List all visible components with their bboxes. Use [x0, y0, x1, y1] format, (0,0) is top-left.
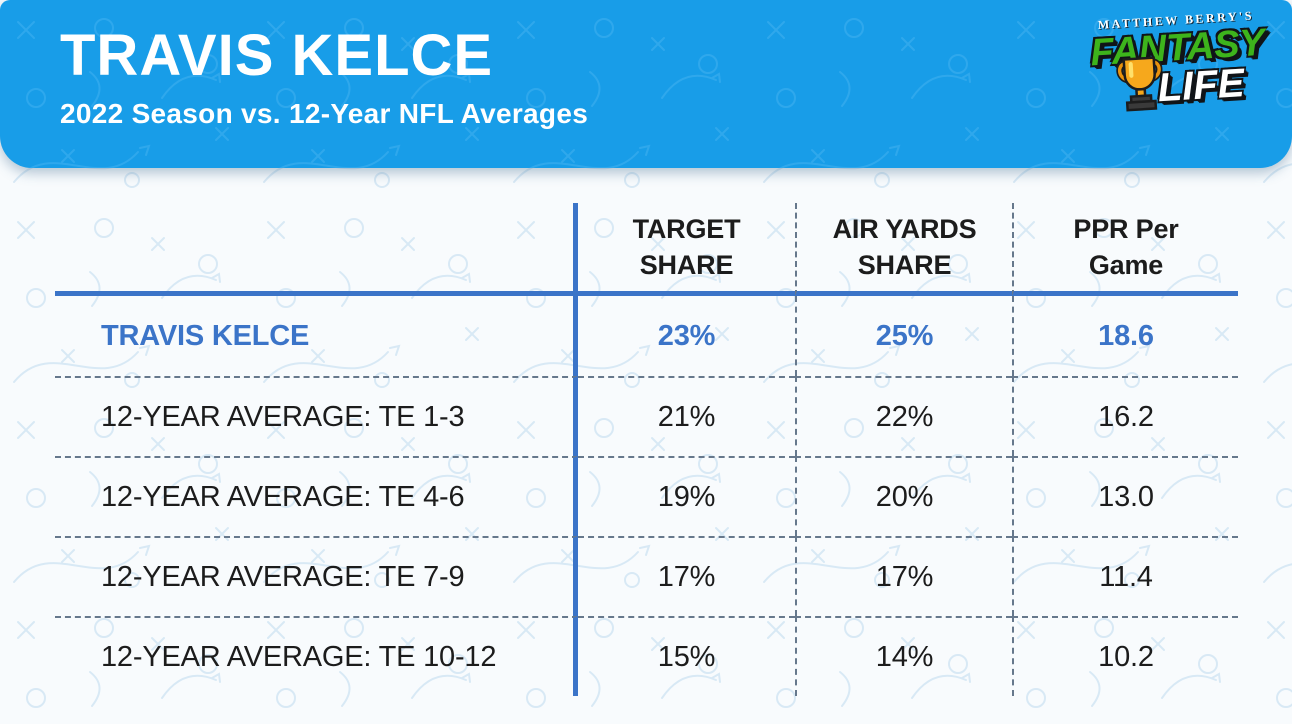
table-row-label: 12-YEAR AVERAGE: TE 7-9 [55, 536, 578, 616]
stats-table: TARGET SHARE AIR YARDS SHARE PPR Per Gam… [55, 203, 1238, 696]
header-banner: TRAVIS KELCE 2022 Season vs. 12-Year NFL… [0, 0, 1292, 168]
logo-life-text: LIFE [1156, 61, 1246, 111]
table-cell-ppr-per-game: 13.0 [1012, 456, 1238, 536]
table-cell-target-share: 23% [657, 319, 716, 352]
page-title: TRAVIS KELCE [60, 23, 494, 88]
header-line: SHARE [639, 250, 734, 280]
header-line: Game [1088, 250, 1164, 280]
playbook-pattern-banner [0, 0, 1292, 168]
table-row-label: 12-YEAR AVERAGE: TE 10-12 [55, 616, 578, 696]
table-cell-target-share: 19% [578, 456, 795, 536]
table-cell-ppr-per-game: 11.4 [1012, 536, 1238, 616]
trophy-icon [1116, 56, 1163, 112]
table-cell-ppr-per-game: 18.6 [1012, 296, 1238, 376]
col-header-ppr-per-game: PPR Per Game [1012, 203, 1238, 296]
col-header-target-share: TARGET SHARE [578, 203, 795, 296]
header-line: PPR Per [1073, 213, 1179, 244]
table-cell-target-share: 15% [578, 616, 795, 696]
table-row-label: TRAVIS KELCE [55, 296, 578, 376]
header-line: TARGET [632, 213, 741, 244]
table-cell-target-share: 21% [578, 376, 795, 456]
table-cell-ppr-per-game: 10.2 [1012, 616, 1238, 696]
page-subtitle: 2022 Season vs. 12-Year NFL Averages [60, 98, 589, 129]
table-cell-ppr-per-game: 16.2 [1012, 376, 1238, 456]
table-cell-air-yards-share: 25% [795, 296, 1012, 376]
fantasy-life-logo: MATTHEW BERRY'S FANTASY LIFE [1088, 8, 1269, 118]
table-cell-air-yards-share: 20% [795, 456, 1012, 536]
table-cell-air-yards-share: 14% [795, 616, 1012, 696]
table-row-label: 12-YEAR AVERAGE: TE 4-6 [55, 456, 578, 536]
table-corner-cell [55, 203, 578, 296]
table-row-label: 12-YEAR AVERAGE: TE 1-3 [55, 376, 578, 456]
header-line: AIR YARDS [832, 213, 977, 244]
col-header-air-yards-share: AIR YARDS SHARE [795, 203, 1012, 296]
table-cell-air-yards-share: 17% [795, 536, 1012, 616]
table-cell-target-share: 17% [578, 536, 795, 616]
table-cell-air-yards-share: 22% [795, 376, 1012, 456]
header-line: SHARE [857, 250, 952, 280]
